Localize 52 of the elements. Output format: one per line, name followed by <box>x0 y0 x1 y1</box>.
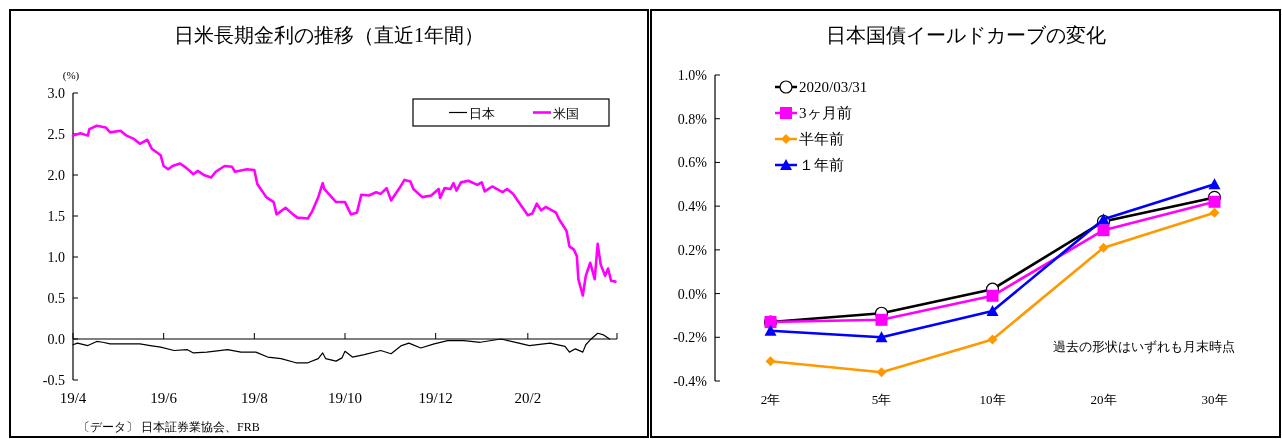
y-tick-label: 2.5 <box>47 127 65 142</box>
y-tick-label: 0.0 <box>47 332 65 347</box>
x-tick-label: 30年 <box>1201 392 1228 407</box>
point <box>1208 195 1221 208</box>
x-tick-label: 10年 <box>979 392 1006 407</box>
point <box>875 313 888 326</box>
point <box>987 334 998 345</box>
y-tick-label: 0.4% <box>677 199 708 215</box>
y-tick-label: 1.0 <box>47 250 65 265</box>
annotation: 過去の形状はいずれも月末時点 <box>1053 339 1235 354</box>
x-tick-label: 19/12 <box>418 390 453 406</box>
y-axis-title: (%) <box>62 69 80 82</box>
y-tick-label: 0.5 <box>47 291 65 306</box>
point <box>1209 207 1220 218</box>
point <box>986 289 999 302</box>
y-tick-label: 1.0% <box>677 68 708 83</box>
y-tick-label: 2.0 <box>47 168 65 183</box>
legend-label: 日本 <box>469 105 495 121</box>
y-tick-label: 0.0% <box>677 286 708 302</box>
legend-label: １年前 <box>799 157 844 173</box>
chart-title: 日本国債イールドカーブの変化 <box>825 24 1106 46</box>
x-tick-label: 19/4 <box>59 390 87 406</box>
y-tick-label: -0.2% <box>673 330 708 346</box>
point <box>1098 242 1109 253</box>
x-tick-label: 19/8 <box>241 390 268 406</box>
point <box>875 331 888 343</box>
x-tick-label: 20/2 <box>514 390 542 406</box>
point <box>1208 178 1221 190</box>
legend-label: 半年前 <box>799 131 844 147</box>
y-tick-label: 0.2% <box>677 242 708 258</box>
point <box>1097 213 1110 225</box>
y-tick-label: 0.6% <box>677 155 708 171</box>
point <box>986 305 999 317</box>
x-tick-label: 19/6 <box>150 390 178 406</box>
text: 〔データ〕 日本証券業協会、FRB <box>78 420 260 434</box>
legend-label: 米国 <box>553 105 579 121</box>
y-tick-label: -0.5 <box>42 373 65 388</box>
x-tick-label: 19/10 <box>327 390 363 406</box>
x-tick-label: 2年 <box>760 392 781 407</box>
x-tick-label: 5年 <box>871 392 892 407</box>
point <box>764 324 777 336</box>
y-tick-label: 1.5 <box>47 209 65 224</box>
point <box>1097 224 1110 237</box>
point <box>876 367 887 378</box>
x-tick-label: 20年 <box>1090 392 1117 407</box>
y-tick-label: 3.0 <box>47 86 65 101</box>
legend-label: 3ヶ月前 <box>799 105 852 121</box>
legend-label: 2020/03/31 <box>799 79 868 95</box>
y-tick-label: -0.4% <box>673 374 708 389</box>
point <box>765 356 776 367</box>
chart-title: 日米長期金利の推移（直近1年間） <box>174 24 484 46</box>
y-tick-label: 0.8% <box>677 111 708 127</box>
